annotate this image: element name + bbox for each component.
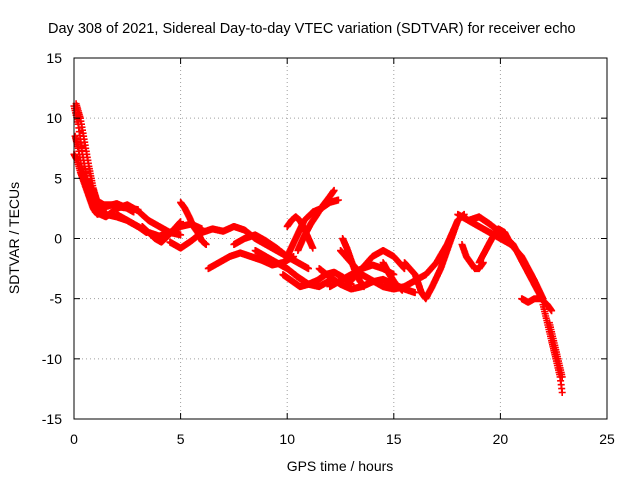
series-markers [138, 218, 185, 246]
series-arc22 [379, 259, 406, 294]
y-tick-label: 15 [46, 50, 62, 66]
x-tick-label: 10 [279, 431, 295, 447]
y-tick-labels: -15 -10 -5 0 5 10 15 [42, 50, 62, 427]
chart-title: Day 308 of 2021, Sidereal Day-to-day VTE… [48, 21, 576, 37]
series-arc16 [283, 196, 342, 260]
series-markers [545, 319, 566, 381]
series-arc29 [496, 229, 547, 305]
x-tick-labels: 0 5 10 15 20 25 [70, 431, 615, 447]
series-markers [496, 229, 547, 305]
series-arc7 [138, 218, 185, 246]
x-tick-label: 0 [70, 431, 78, 447]
series-markers [458, 241, 487, 273]
series-arc11 [230, 231, 312, 273]
y-tick-label: 5 [54, 170, 62, 186]
x-tick-label: 15 [386, 431, 402, 447]
series-arc32 [545, 319, 566, 381]
x-tick-label: 25 [599, 431, 615, 447]
y-tick-label: 0 [54, 231, 62, 247]
x-axis-label: GPS time / hours [287, 458, 394, 474]
y-tick-label: -10 [42, 351, 62, 367]
series-markers [539, 301, 566, 396]
series-markers [283, 196, 342, 260]
y-tick-label: 10 [46, 110, 62, 126]
x-tick-label: 20 [493, 431, 509, 447]
y-axis-label: SDTVAR / TECUs [6, 182, 22, 294]
y-tick-label: -5 [50, 291, 63, 307]
axis-ticks [73, 57, 608, 420]
series-arc31 [539, 301, 566, 396]
series-markers [518, 295, 556, 315]
data-points [70, 100, 566, 396]
series-arc25 [458, 241, 487, 273]
series-markers [230, 231, 312, 273]
series-arc30 [518, 295, 556, 315]
y-tick-label: -15 [42, 411, 62, 427]
x-tick-label: 5 [177, 431, 185, 447]
series-markers [379, 259, 406, 294]
